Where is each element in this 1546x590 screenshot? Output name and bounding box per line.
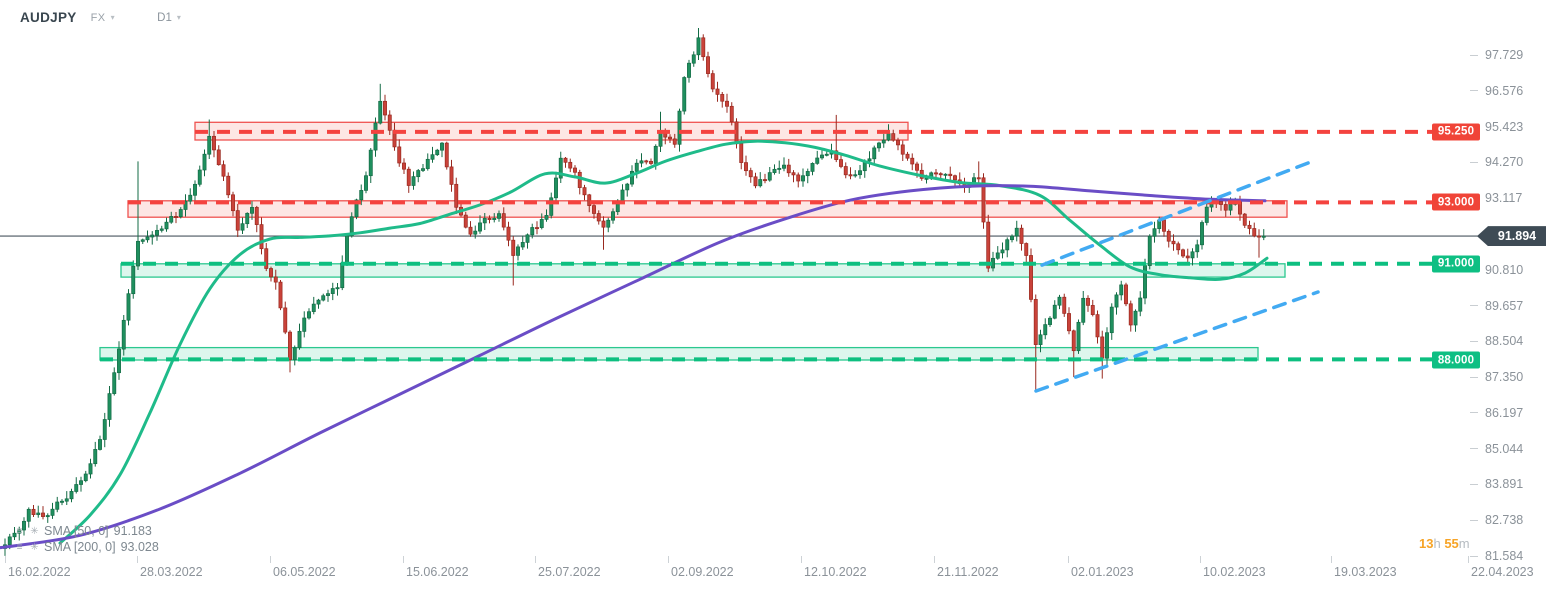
indicator-line-sma50[interactable]	[58, 139, 1269, 545]
x-axis-tick	[1068, 556, 1069, 563]
y-axis-tick	[1470, 555, 1478, 557]
x-axis-tick	[137, 556, 138, 563]
indicator-line-sma200[interactable]	[0, 184, 1267, 550]
x-axis-label: 12.10.2022	[804, 565, 867, 579]
indicator-legend: ≡ ✳ SMA [50, 0] 91.183 ≡ ✳ SMA [200, 0] …	[14, 523, 159, 555]
price-level-badge: 91.000	[1432, 255, 1480, 273]
x-axis-label: 02.09.2022	[671, 565, 734, 579]
y-axis-tick	[1470, 305, 1478, 306]
x-axis-label: 21.11.2022	[937, 565, 999, 579]
x-axis-label: 15.06.2022	[406, 565, 469, 579]
trendline-channel-lower[interactable]	[1034, 290, 1320, 393]
x-axis-label: 28.03.2022	[140, 565, 203, 579]
x-axis-tick	[801, 556, 802, 563]
indicator-value: 93.028	[120, 540, 159, 554]
x-axis-tick	[1468, 556, 1469, 563]
x-axis-tick	[270, 556, 271, 563]
x-axis-label: 19.03.2023	[1334, 565, 1397, 579]
x-axis-label: 22.04.2023	[1471, 565, 1534, 579]
indicator-settings-icon[interactable]: ≡	[16, 541, 23, 553]
y-axis-label: 86.197	[1470, 405, 1523, 421]
indicator-label: SMA [200, 0]	[44, 540, 116, 554]
legend-row-sma200[interactable]: ≡ ✳ SMA [200, 0] 93.028	[14, 539, 159, 555]
level-dashed-lines-layer[interactable]	[100, 129, 1447, 362]
trendlines-layer[interactable]	[1034, 159, 1320, 393]
indicator-value: 91.183	[113, 524, 152, 538]
x-axis-label: 25.07.2022	[538, 565, 601, 579]
sma-lines-layer[interactable]	[0, 139, 1269, 550]
current-price-badge: 91.894	[1477, 226, 1546, 247]
y-axis-tick	[1470, 90, 1478, 92]
y-axis-label: 82.738	[1470, 512, 1523, 528]
x-axis-label: 02.01.2023	[1071, 565, 1134, 579]
x-axis-tick	[403, 556, 404, 563]
y-axis-tick	[1470, 340, 1478, 342]
x-axis-tick	[535, 556, 536, 563]
y-axis-label: 94.270	[1470, 154, 1523, 170]
x-axis-label: 06.05.2022	[273, 565, 336, 579]
y-axis-label: 96.576	[1470, 83, 1523, 99]
x-axis-label: 10.02.2023	[1203, 565, 1266, 579]
trendline-channel-upper[interactable]	[1040, 159, 1315, 267]
indicator-toggle-icon[interactable]: ✳	[30, 525, 39, 537]
x-axis-tick	[5, 556, 6, 563]
y-axis-tick	[1470, 483, 1478, 485]
y-axis-label: 87.350	[1470, 369, 1523, 385]
x-axis-label: 16.02.2022	[8, 565, 71, 579]
candle-countdown: 13h 55m	[1419, 536, 1470, 551]
y-axis-label: 89.657	[1470, 298, 1523, 314]
y-axis-label: 81.584	[1470, 548, 1523, 564]
timeframe-dropdown[interactable]: D1 ▾	[157, 11, 181, 24]
x-axis-tick	[934, 556, 935, 563]
chevron-down-icon: ▾	[176, 12, 181, 22]
price-level-badge: 88.000	[1432, 351, 1480, 369]
y-axis-tick	[1470, 376, 1478, 378]
y-axis-label: 85.044	[1470, 441, 1523, 457]
chart-header: AUDJPY FX ▾ D1 ▾	[20, 10, 181, 25]
x-axis-tick	[1200, 556, 1201, 563]
y-axis-tick	[1470, 519, 1478, 521]
price-level-badge: 95.250	[1432, 123, 1480, 141]
indicator-toggle-icon[interactable]: ✳	[30, 541, 39, 553]
legend-row-sma50[interactable]: ≡ ✳ SMA [50, 0] 91.183	[14, 523, 159, 539]
symbol-title: AUDJPY	[20, 10, 77, 25]
y-axis-tick	[1470, 54, 1478, 56]
indicator-settings-icon[interactable]: ≡	[16, 525, 23, 537]
price-level-badge: 93.000	[1432, 193, 1480, 211]
x-axis-tick	[668, 556, 669, 563]
y-axis-label: 97.729	[1470, 47, 1523, 63]
y-axis-label: 88.504	[1470, 333, 1523, 349]
y-axis-tick	[1470, 161, 1478, 163]
candles-layer	[3, 28, 1266, 556]
y-axis-tick	[1470, 412, 1478, 414]
zones-layer	[99, 121, 1288, 361]
x-axis-tick	[1331, 556, 1332, 563]
indicator-label: SMA [50, 0]	[44, 524, 109, 538]
y-axis-tick	[1470, 448, 1478, 450]
y-axis-label: 83.891	[1470, 476, 1523, 492]
market-dropdown[interactable]: FX ▾	[90, 11, 116, 24]
chevron-down-icon: ▾	[110, 12, 116, 22]
